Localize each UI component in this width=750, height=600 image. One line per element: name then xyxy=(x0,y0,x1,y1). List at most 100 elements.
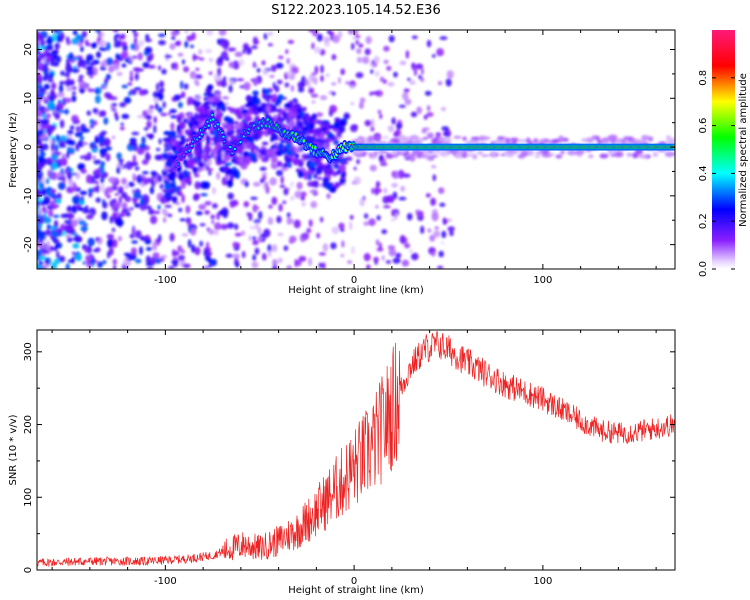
spectral-cell xyxy=(78,80,87,90)
spectral-cell xyxy=(37,188,41,197)
spectral-cell xyxy=(121,192,128,199)
spectral-cell xyxy=(120,122,124,126)
spectral-cell xyxy=(437,265,444,269)
spectral-cell xyxy=(267,31,274,36)
spectral-cell xyxy=(71,95,77,103)
spectral-cell xyxy=(533,138,539,144)
spectral-cell xyxy=(232,60,240,70)
spectral-cell xyxy=(80,226,88,232)
spectral-cell xyxy=(148,64,156,69)
spectral-cell xyxy=(45,178,50,185)
spectral-cell xyxy=(202,264,208,269)
colorbar-gradient xyxy=(712,30,735,269)
spectral-cell xyxy=(58,255,66,263)
spectral-cell xyxy=(185,217,192,224)
spectral-cell xyxy=(365,36,372,45)
spectral-cell xyxy=(169,108,177,114)
spectral-cell xyxy=(383,205,391,209)
spectral-cell xyxy=(89,145,98,149)
spectral-cell xyxy=(159,87,165,93)
spectral-cell xyxy=(251,261,259,269)
spectral-cell xyxy=(286,70,293,77)
spectral-cell xyxy=(347,30,355,35)
y-tick-label: 100 xyxy=(23,488,34,507)
spectral-cell xyxy=(235,261,240,268)
spectral-cell xyxy=(477,152,483,155)
spectral-cell xyxy=(320,75,324,82)
spectral-cell xyxy=(277,116,285,123)
spectral-cell xyxy=(286,149,294,157)
spectral-cell xyxy=(626,152,633,157)
spectral-cell xyxy=(129,75,134,82)
spectral-cell xyxy=(595,136,600,141)
spectral-cell xyxy=(322,120,330,125)
y-tick-label: 0 xyxy=(23,567,34,573)
spectral-cell xyxy=(285,142,293,150)
spectral-cell xyxy=(134,166,140,171)
spectral-cell xyxy=(210,258,217,267)
spectral-cell xyxy=(141,136,146,145)
spectral-cell xyxy=(333,164,340,168)
spectral-cell xyxy=(183,66,190,73)
spectral-cell xyxy=(378,242,382,251)
spectral-cell xyxy=(150,170,157,175)
spectral-cell xyxy=(415,63,424,70)
spectral-cell xyxy=(407,77,411,82)
spectral-cell xyxy=(431,251,436,257)
spectral-cell xyxy=(436,48,444,57)
spectral-cell xyxy=(309,123,315,130)
spectral-cell xyxy=(319,216,324,223)
spectral-cell xyxy=(375,188,382,194)
spectral-cell xyxy=(422,137,428,140)
spectral-cell xyxy=(263,33,268,40)
spectral-cell xyxy=(218,56,223,64)
spectral-cell xyxy=(148,208,155,215)
spectral-cell xyxy=(174,41,181,47)
spectral-cell xyxy=(173,62,179,71)
spectral-cell xyxy=(327,131,333,140)
spectral-cell xyxy=(121,177,127,185)
spectral-cell xyxy=(195,211,203,216)
spectral-cell xyxy=(47,35,53,45)
spectral-cell xyxy=(368,152,374,158)
spectral-cell xyxy=(42,143,49,151)
spectral-cell xyxy=(252,254,257,261)
spectral-cell xyxy=(56,102,64,110)
spectral-cell xyxy=(43,83,50,90)
spectral-cell xyxy=(192,166,198,174)
spectral-cell xyxy=(624,136,635,140)
axis-ticks-bottom: -100 0 100 0 100 200 300 xyxy=(23,330,675,587)
spectral-cell xyxy=(121,50,129,59)
spectral-cell xyxy=(249,226,257,230)
spectral-cell xyxy=(157,92,164,101)
spectral-cell xyxy=(44,100,48,104)
spectral-cell xyxy=(77,140,85,148)
x-tick-label: 100 xyxy=(533,576,552,587)
spectral-cell xyxy=(169,43,176,50)
spectral-cell xyxy=(132,67,141,72)
spectral-cell xyxy=(52,162,58,171)
spectral-cell xyxy=(168,266,174,269)
spectral-cell xyxy=(56,198,62,205)
spectral-cell xyxy=(364,213,369,219)
spectral-cell xyxy=(373,55,380,64)
spectral-cell xyxy=(340,161,349,165)
spectral-cell xyxy=(305,78,309,86)
spectral-cell xyxy=(337,125,346,134)
spectral-cell xyxy=(395,252,402,259)
spectral-cell xyxy=(641,135,650,141)
spectral-cell xyxy=(398,104,406,108)
ridge-cell-core xyxy=(207,124,210,128)
spectral-cell xyxy=(375,239,380,246)
spectral-cell xyxy=(40,187,47,196)
spectral-cell xyxy=(71,68,80,73)
spectral-cell xyxy=(159,183,164,190)
spectral-cell xyxy=(265,94,273,98)
spectral-cell xyxy=(420,67,424,75)
spectral-cell xyxy=(350,101,355,106)
spectral-cell xyxy=(358,43,364,48)
spectral-cell xyxy=(78,74,84,79)
spectral-cell xyxy=(59,119,65,129)
spectral-cell xyxy=(345,81,350,85)
spectral-cell xyxy=(231,199,239,207)
